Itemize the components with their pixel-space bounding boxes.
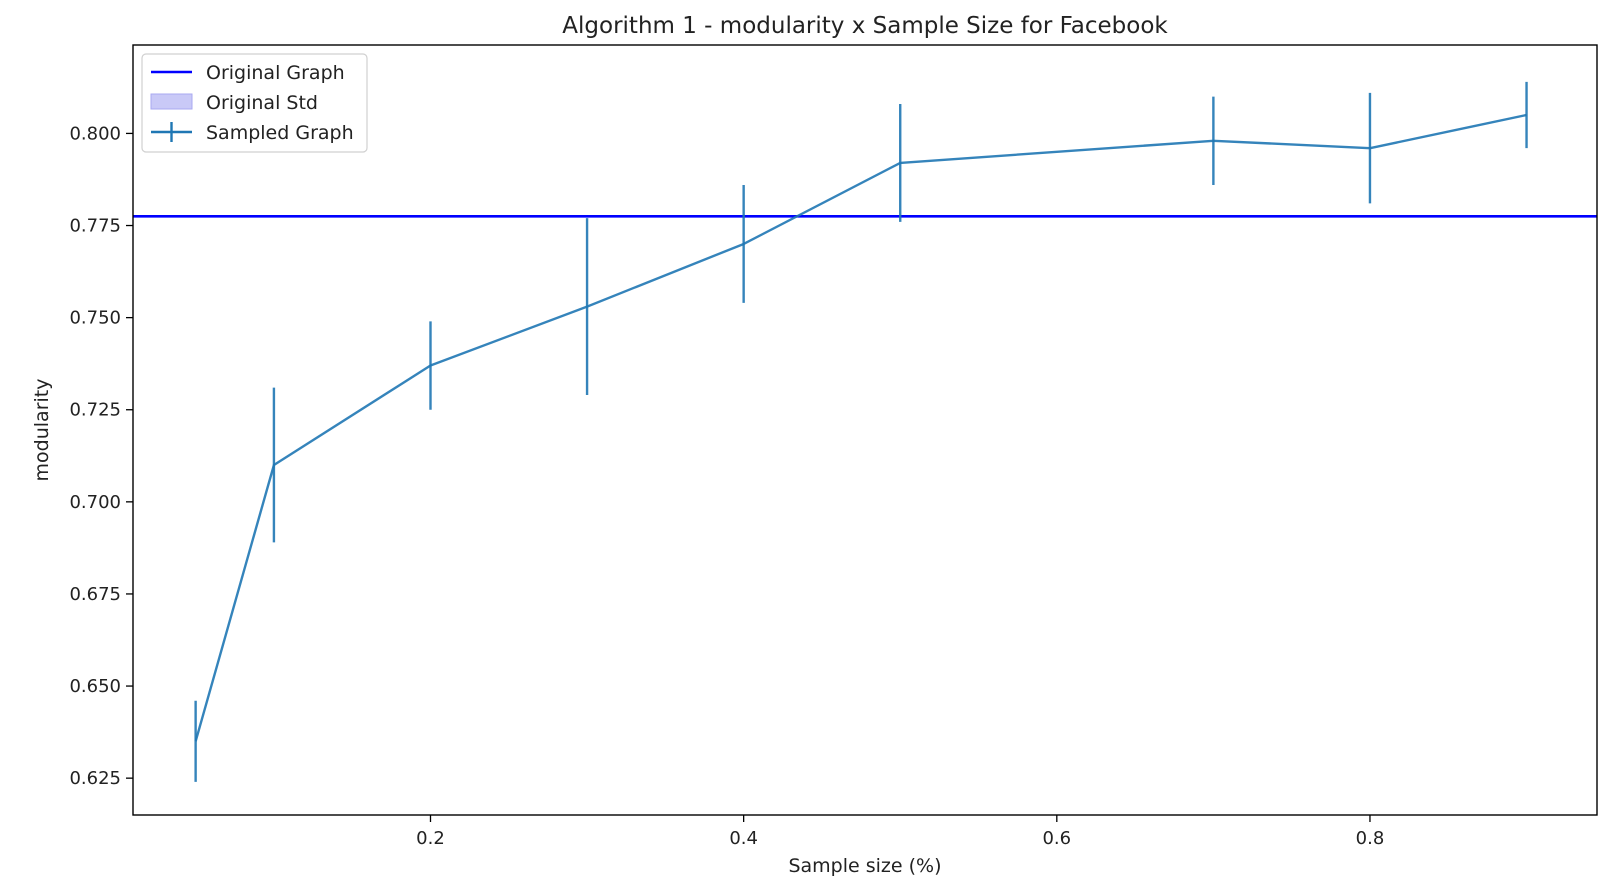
legend-original-std-marker [150,93,193,110]
y-axis-title: modularity [31,379,53,482]
x-tick-label: 0.6 [1042,828,1071,849]
y-tick-label: 0.625 [69,768,121,789]
y-tick-label: 0.750 [69,308,121,329]
legend: Original Graph Original Std Sampled Grap… [141,53,368,153]
x-axis-title: Sample size (%) [788,855,941,877]
chart-title: Algorithm 1 - modularity x Sample Size f… [562,13,1168,39]
y-tick-label: 0.650 [69,676,121,697]
y-tick-label: 0.700 [69,492,121,513]
y-tick-label: 0.725 [69,400,121,421]
ticks-group: 0.2 0.4 0.6 0.8 0.625 0.650 0.675 0.700 0.725 0.7… [69,123,1384,849]
legend-original-std-label: Original Std [206,92,318,114]
plot-frame [132,44,1598,816]
plot-area [133,81,1597,782]
x-tick-label: 0.8 [1356,828,1385,849]
x-tick-label: 0.2 [416,828,445,849]
y-tick-label: 0.675 [69,584,121,605]
legend-original-graph-label: Original Graph [206,62,345,84]
legend-box [141,53,368,153]
sampled-graph-line [194,113,1527,742]
y-tick-label: 0.800 [69,123,121,144]
plot-group [133,81,1597,782]
x-tick-label: 0.4 [729,828,758,849]
legend-sampled-graph-label: Sampled Graph [206,122,354,144]
y-tick-label: 0.775 [69,216,121,237]
